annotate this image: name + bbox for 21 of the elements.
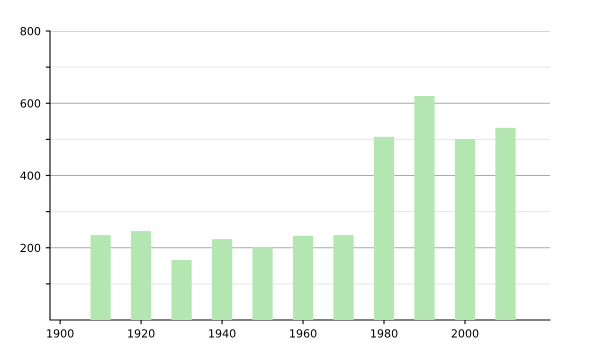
y-tick-label: 400	[20, 171, 40, 180]
bar	[333, 235, 354, 320]
bar	[495, 128, 516, 320]
x-tick-label: 1900	[47, 329, 74, 338]
bar	[292, 236, 314, 320]
bar	[90, 235, 111, 320]
y-tick-label: 200	[20, 244, 40, 252]
bar	[252, 247, 273, 320]
y-tick-label: 800	[20, 26, 40, 36]
x-tick-label: 1920	[128, 329, 154, 338]
bar	[414, 96, 435, 320]
x-tick-label: 1960	[290, 329, 316, 338]
x-tick-label: 2000	[452, 329, 478, 338]
bar	[374, 136, 394, 320]
y-tick-label: 600	[20, 99, 40, 108]
bar	[212, 239, 232, 320]
x-tick-label: 1980	[371, 329, 398, 338]
bar	[130, 231, 152, 320]
bar	[171, 260, 192, 320]
bar	[454, 139, 476, 320]
x-tick-label: 1940	[209, 329, 236, 338]
